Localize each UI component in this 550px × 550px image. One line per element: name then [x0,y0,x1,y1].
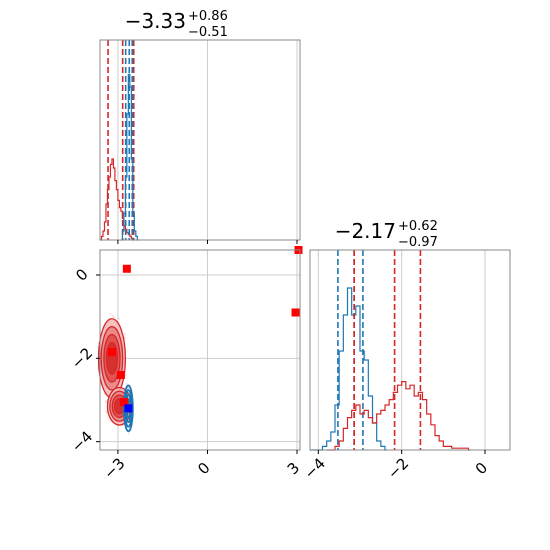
br-xtick-label-2: 0 [472,459,491,478]
br-frame [309,249,511,451]
bl-marker-4 [116,371,125,379]
bottom-left-2d-panel: −3 0 3 0 −2 −4 [68,246,303,483]
bl-sample-point [105,399,108,402]
bl-xtick-label-0: −3 [100,454,128,482]
bl-contour-0-level-3 [105,341,118,375]
tl-series-0-hist [100,158,135,241]
bl-frame [99,249,301,451]
bl-marker-3 [107,348,116,357]
tl-title-value: −3.33 [125,9,186,33]
bottom-right-histogram-panel: −2.17 +0.62−0.97 −4 −2 0 [301,219,511,483]
tl-frame [99,39,301,241]
br-xtick-label-0: −4 [301,454,329,482]
bl-sample-point [125,374,128,377]
br-xtick-label-1: −2 [384,454,412,482]
bl-marker-2 [291,308,300,317]
bl-sample-point [111,314,114,317]
bl-sample-point [109,313,112,316]
br-title-upper: +0.62 [398,219,438,234]
bl-marker-6 [124,404,133,413]
br-title-lower: −0.97 [398,235,438,250]
bl-sample-point [126,387,129,390]
bl-sample-point [125,382,128,385]
tl-title-upper: +0.86 [188,9,228,24]
bl-sample-point [118,317,121,320]
bl-sample-point [105,411,108,414]
bl-sample-point [123,336,126,339]
br-title-value: −2.17 [335,219,396,243]
bl-sample-point [121,425,124,428]
bl-sample-point [127,432,130,435]
tl-title-lower: −0.51 [188,25,228,40]
top-left-histogram-panel: −3.33 +0.86−0.51 [99,9,301,244]
bl-xtick-label-2: 3 [284,459,303,478]
bl-ytick-label-2: −4 [68,427,96,455]
bl-marker-0 [122,264,131,273]
bl-sample-point [123,333,126,336]
bl-ytick-label-1: −2 [68,344,96,372]
br-series-1-hist [326,381,471,451]
bl-marker-5 [119,398,128,407]
bl-sample-point [103,393,106,396]
bl-sample-point [112,316,115,319]
bl-sample-point [105,400,108,403]
br-series-0-hist [310,287,388,451]
bl-ytick-label-0: 0 [72,265,91,284]
bl-xtick-label-1: 0 [194,459,213,478]
